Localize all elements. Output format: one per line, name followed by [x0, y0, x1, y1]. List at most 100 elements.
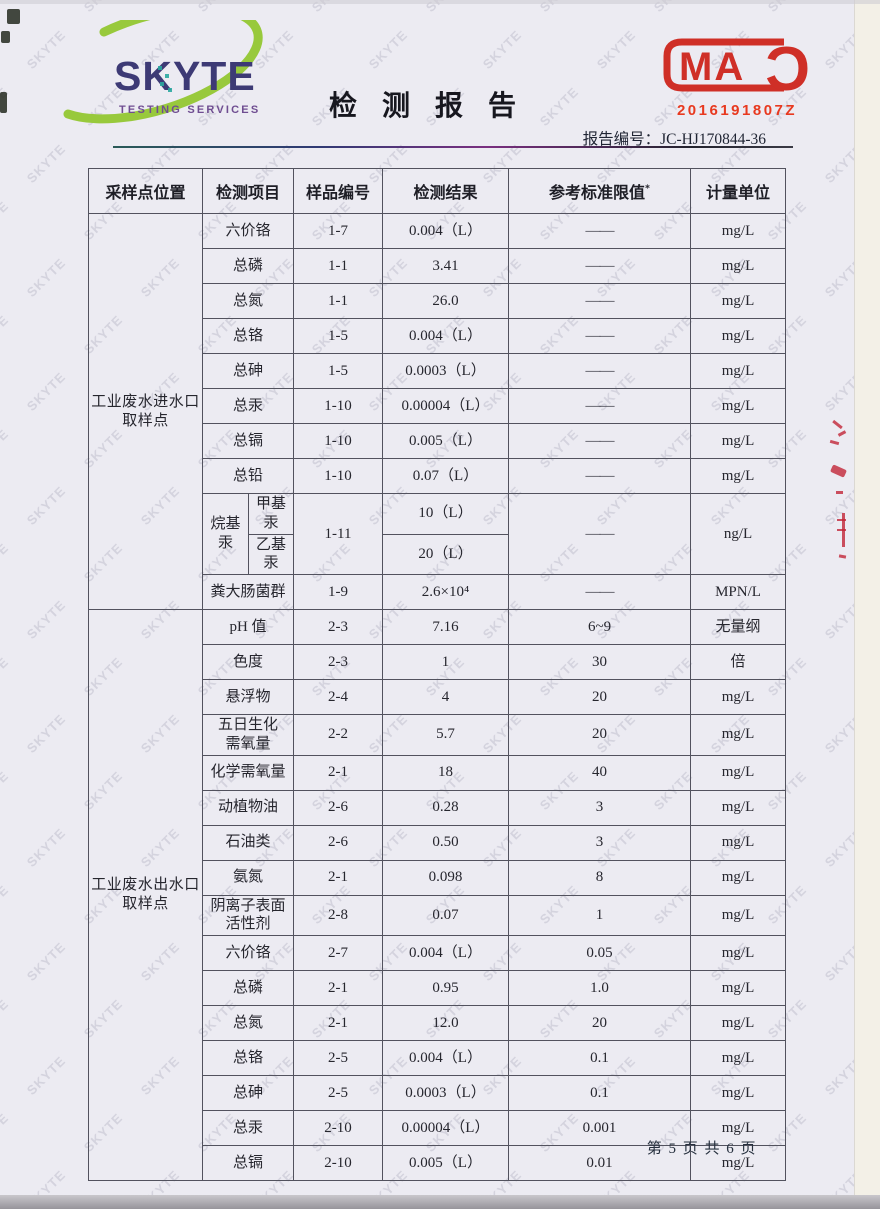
table-cell: 20	[508, 1005, 692, 1041]
table-row: 总铬 1-5 0.004（L） —— mg/L	[89, 318, 787, 354]
column-header: 参考标准限值*	[508, 168, 692, 214]
table-cell: 0.1	[508, 1075, 692, 1111]
table-cell: 2-1	[293, 1005, 384, 1041]
table-cell: mg/L	[690, 318, 787, 354]
table-cell: 1.0	[508, 970, 692, 1006]
table-cell: 2-1	[293, 754, 384, 791]
logo-k-dot	[168, 88, 172, 92]
watermark-text: SKYTE	[593, 27, 639, 72]
watermark-text: SKYTE	[821, 255, 854, 300]
logo-wordmark: SKYTE	[114, 53, 256, 99]
table-cell: 总磷	[201, 248, 295, 284]
watermark-text: SKYTE	[23, 141, 69, 186]
table-cell: 40	[508, 754, 692, 791]
watermark-text: SKYTE	[0, 882, 12, 927]
table-cell: 2-2	[293, 714, 384, 756]
table-row: 总汞 1-10 0.00004（L） —— mg/L	[89, 388, 787, 424]
table-cell: mg/L	[690, 1040, 787, 1076]
table-cell: 0.004（L）	[382, 935, 510, 971]
page-title: 检 测 报 告	[328, 91, 525, 122]
scan-bottom-edge	[0, 1195, 880, 1209]
table-cell: 总氮	[201, 283, 295, 319]
table-header-row: 采样点位置 检测项目 样品编号 检测结果 参考标准限值* 计量单位	[88, 168, 787, 214]
watermark-text: SKYTE	[821, 939, 854, 984]
table-cell: ——	[508, 318, 692, 354]
table-cell: 动植物油	[201, 789, 295, 826]
table-cell: 18	[382, 754, 510, 791]
svg-text:C: C	[765, 35, 810, 96]
table-cell: mg/L	[690, 388, 787, 424]
table-cell: mg/L	[690, 1145, 787, 1181]
table-cell: ——	[508, 353, 692, 389]
table-cell: 1-10	[293, 388, 384, 424]
watermark-text: SKYTE	[23, 1053, 69, 1098]
column-header: 样品编号	[293, 168, 384, 214]
table-row: 总铅 1-10 0.07（L） —— mg/L	[89, 458, 787, 494]
cma-mark: MA C 2016191807Z	[660, 34, 814, 119]
table-cell: 总砷	[201, 1075, 295, 1111]
table-cell: 1-5	[293, 318, 384, 354]
report-number: 报告编号：JC-HJ170844-36	[583, 127, 766, 149]
watermark-text: SKYTE	[0, 654, 12, 699]
table-cell: 4	[382, 679, 510, 715]
table-cell: 0.50	[382, 824, 510, 861]
table-cell: 2-1	[293, 859, 384, 896]
table-cell: 0.00004（L）	[382, 388, 510, 424]
table-cell: mg/L	[690, 283, 787, 319]
table-cell: 2-3	[293, 644, 384, 680]
watermark-text: SKYTE	[23, 369, 69, 414]
table-cell: 六价铬	[201, 213, 295, 249]
watermark-text: SKYTE	[821, 711, 854, 756]
table-cell: ——	[508, 458, 692, 494]
table-cell: 2-8	[293, 894, 384, 936]
header-divider	[113, 146, 793, 148]
table-cell: ——	[508, 213, 692, 249]
table-cell: 2-10	[293, 1145, 384, 1181]
table-cell: 1-11	[293, 493, 384, 575]
table-cell: mg/L	[690, 353, 787, 389]
table-cell: mg/L	[690, 754, 787, 791]
scanned-page: SKYTE SKYTE SKYTE SKYTE SKYTE SKYTE SKYTE SKYTE…	[0, 0, 854, 1209]
table-cell: 0.098	[382, 859, 510, 896]
watermark-text: SKYTE	[821, 825, 854, 870]
table-cell: 总镉	[201, 423, 295, 459]
table-cell: 0.1	[508, 1040, 692, 1076]
table-cell: 0.004（L）	[382, 213, 510, 249]
table-cell: 10（L）	[382, 493, 510, 535]
table-cell: 粪大肠菌群	[201, 574, 295, 610]
table-cell: 1	[508, 894, 692, 936]
table-cell: ng/L	[690, 493, 787, 575]
table-cell: 2-4	[293, 679, 384, 715]
table-cell: 2-3	[293, 609, 384, 645]
table-cell: 2-6	[293, 824, 384, 861]
table-cell: 2.6×10⁴	[382, 574, 510, 610]
skyte-logo: SKYTE TESTING SERVICES	[42, 20, 284, 140]
table-cell: 石油类	[201, 824, 295, 861]
table-cell: 总镉	[201, 1145, 295, 1181]
table-row: 化学需氧量 2-1 18 40 mg/L	[89, 754, 787, 791]
table-row: 动植物油 2-6 0.28 3 mg/L	[89, 789, 787, 826]
table-row: 工业废水进水口 取样点 六价铬 1-7 0.004（L） —— mg/L	[88, 213, 787, 610]
table-cell: ——	[508, 248, 692, 284]
table-row: 氨氮 2-1 0.098 8 mg/L	[89, 859, 787, 896]
scan-artifact	[1, 31, 10, 43]
table-cell: 0.005（L）	[382, 423, 510, 459]
table-cell: 1-5	[293, 353, 384, 389]
table-cell: 1-1	[293, 248, 384, 284]
table-cell: mg/L	[690, 1110, 787, 1146]
table-cell: 6~9	[508, 609, 692, 645]
table-cell: 12.0	[382, 1005, 510, 1041]
table-cell: mg/L	[690, 859, 787, 896]
table-cell: mg/L	[690, 970, 787, 1006]
table-cell: 2-5	[293, 1075, 384, 1111]
table-cell: ——	[508, 574, 692, 610]
table-cell: 8	[508, 859, 692, 896]
table-row: 总氮 2-1 12.0 20 mg/L	[89, 1005, 787, 1041]
table-cell: 30	[508, 644, 692, 680]
table-row: 总镉 2-10 0.005（L） 0.01 mg/L	[89, 1145, 787, 1181]
table-cell: 阴离子表面 活性剂	[201, 894, 295, 936]
table-cell: 总磷	[201, 970, 295, 1006]
logo-k-dot	[160, 82, 164, 86]
table-cell: 2-10	[293, 1110, 384, 1146]
table-cell: 0.07	[382, 894, 510, 936]
